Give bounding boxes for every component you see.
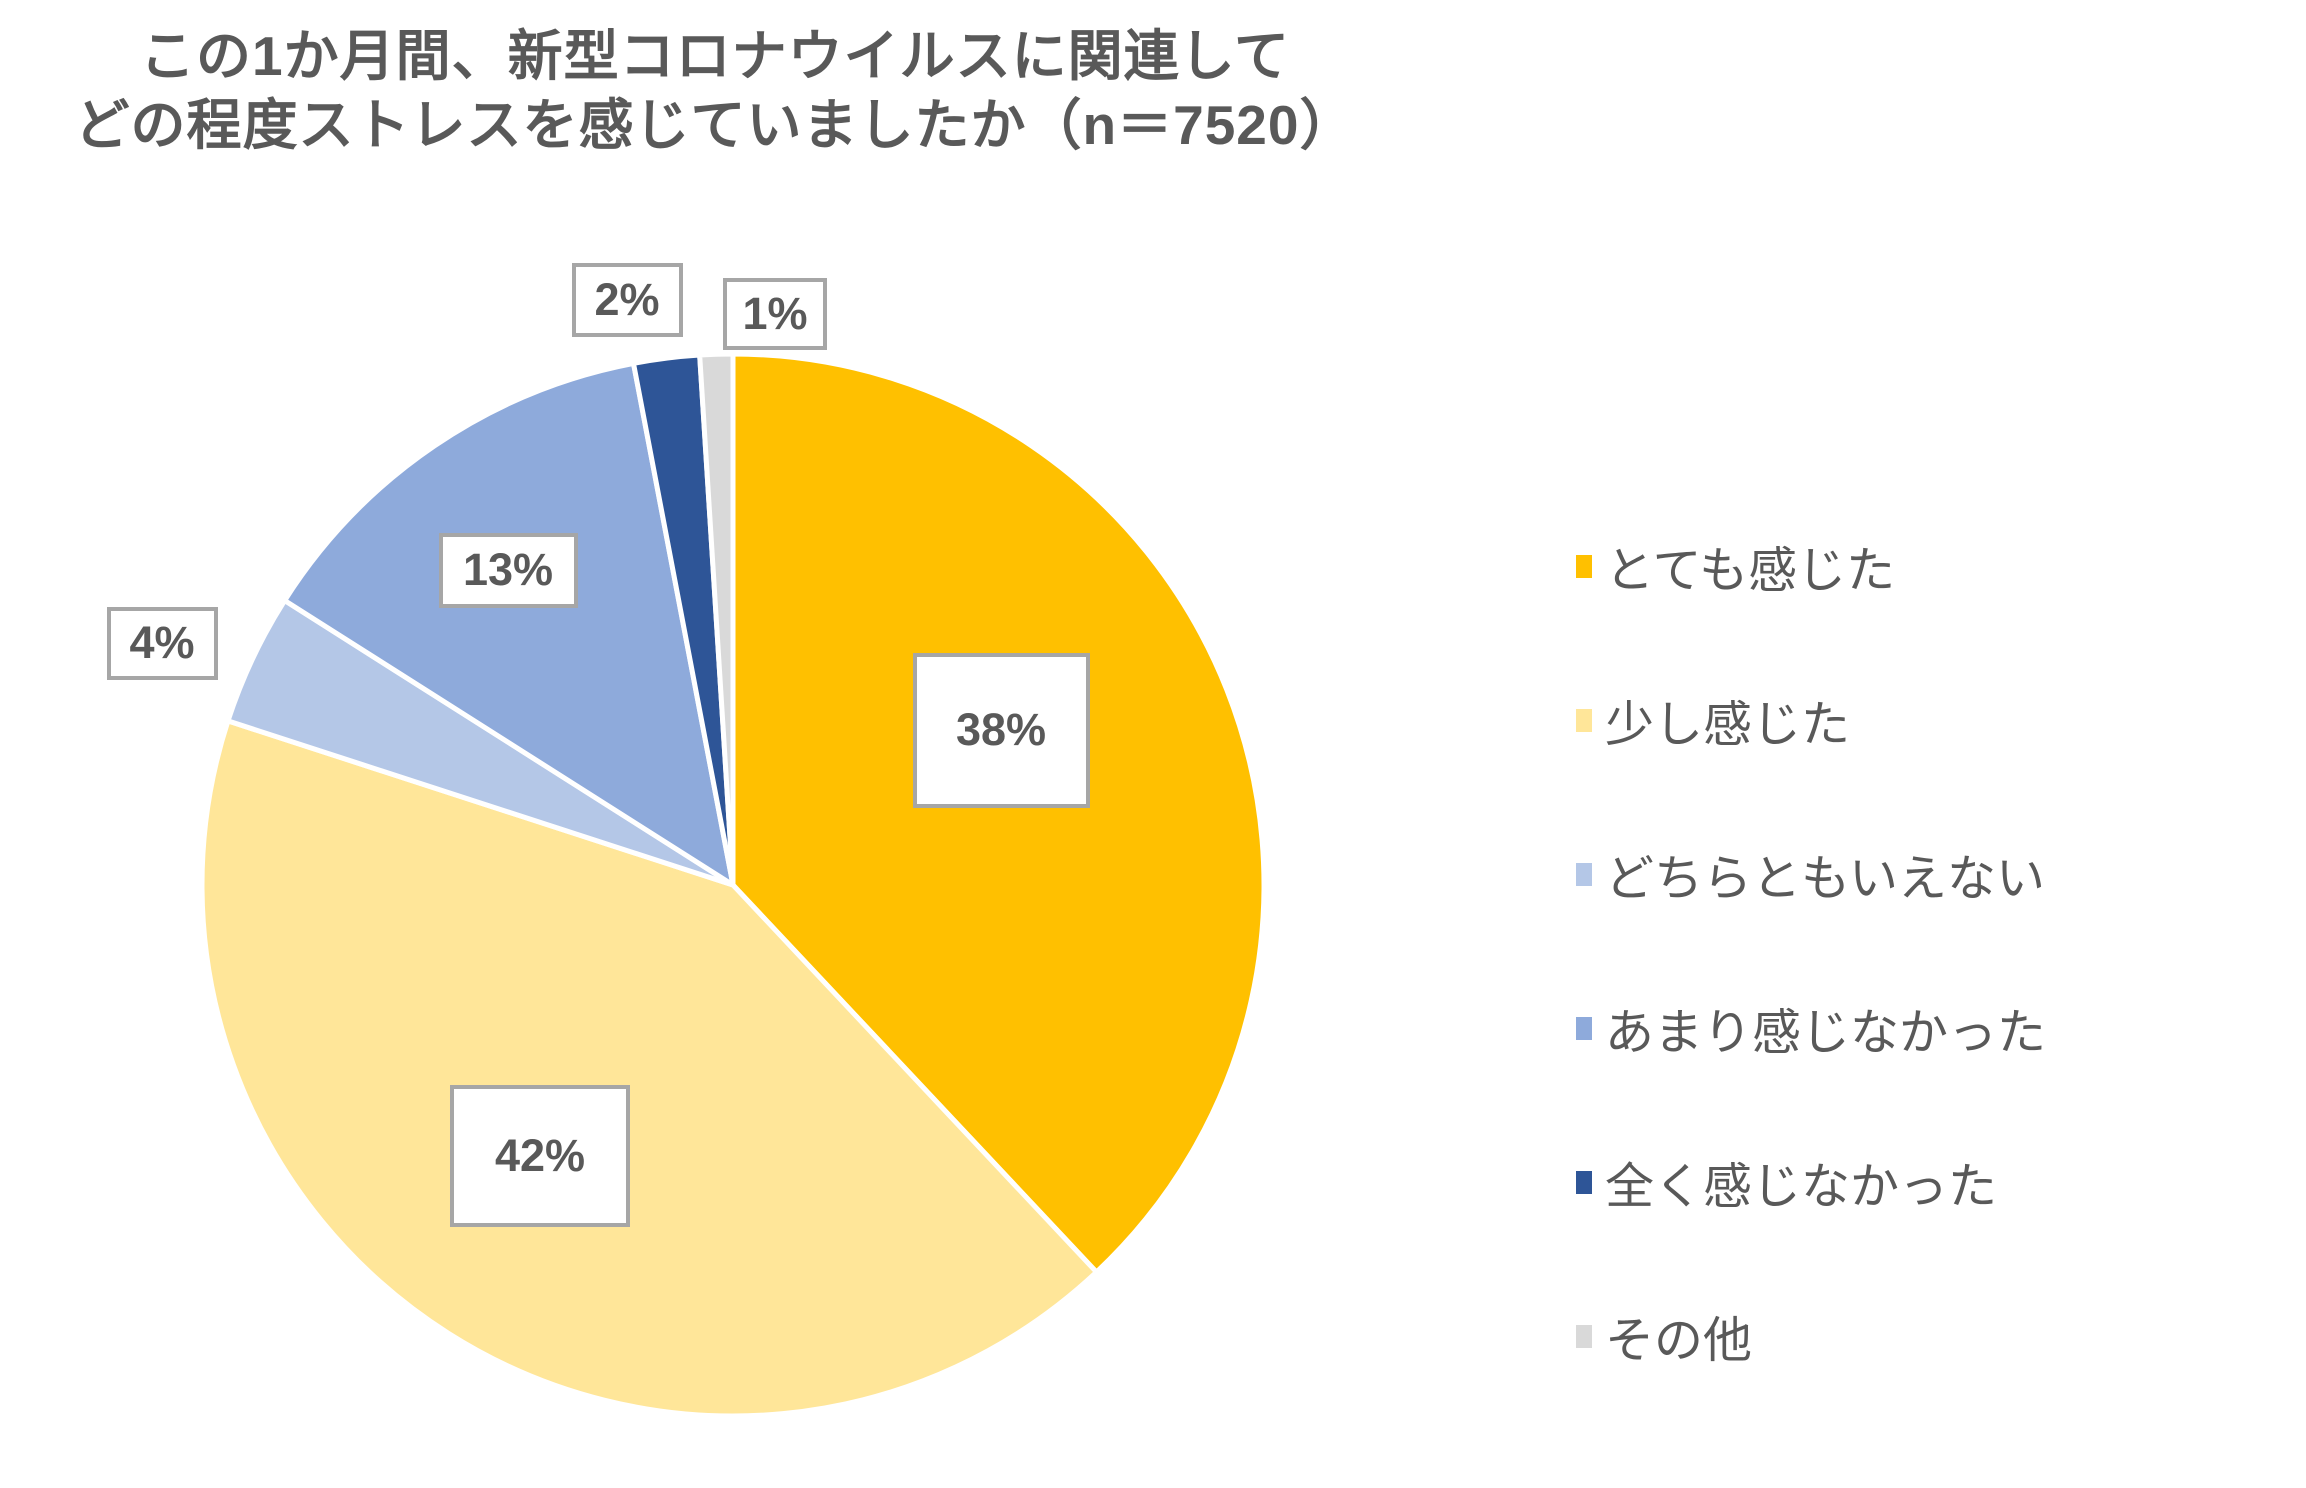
chart-title: この1か月間、新型コロナウイルスに関連して どの程度ストレスを感じていましたか（… [0, 22, 1430, 160]
data-label-5: 2% [571, 263, 683, 337]
chart-title-line2: どの程度ストレスを感じていましたか（n＝7520） [74, 94, 1356, 156]
legend-item-1: とても感じた [1576, 489, 2296, 643]
data-label-2: 42% [450, 1085, 630, 1227]
legend-marker-icon [1576, 554, 1592, 578]
pie-slice-6 [697, 351, 736, 886]
legend-marker-icon [1576, 1170, 1592, 1194]
legend-item-4: あまり感じなかった [1576, 951, 2296, 1105]
pie-slice-1 [730, 351, 1267, 1276]
data-label-4: 13% [438, 532, 578, 608]
legend-marker-icon [1576, 862, 1592, 886]
data-label-3: 4% [106, 606, 218, 680]
legend-item-label: どちらともいえない [1605, 851, 2046, 906]
data-label-6: 1% [723, 278, 827, 350]
legend-item-2: 少し感じた [1576, 643, 2296, 797]
legend: とても感じた 少し感じたどちらともいえない あまり感じなかった 全く感じなかった その他 [1576, 489, 2296, 1413]
pie-slice-2 [199, 717, 1101, 1419]
pie-slice-4 [281, 360, 737, 891]
legend-marker-icon [1576, 708, 1592, 732]
legend-item-label: 少し感じた [1605, 697, 1851, 752]
chart-title-line1: この1か月間、新型コロナウイルスに関連して [140, 25, 1290, 87]
legend-item-label: 全く感じなかった [1605, 1159, 1998, 1214]
data-label-1: 38% [912, 652, 1090, 808]
legend-item-5: 全く感じなかった [1576, 1105, 2296, 1259]
legend-item-6: その他 [1576, 1259, 2296, 1413]
legend-item-label: あまり感じなかった [1605, 1005, 2047, 1060]
legend-item-label: とても感じた [1605, 543, 1896, 598]
legend-item-label: その他 [1605, 1313, 1753, 1368]
legend-item-3: どちらともいえない [1576, 797, 2296, 951]
legend-marker-icon [1576, 1016, 1592, 1040]
legend-marker-icon [1576, 1324, 1592, 1348]
